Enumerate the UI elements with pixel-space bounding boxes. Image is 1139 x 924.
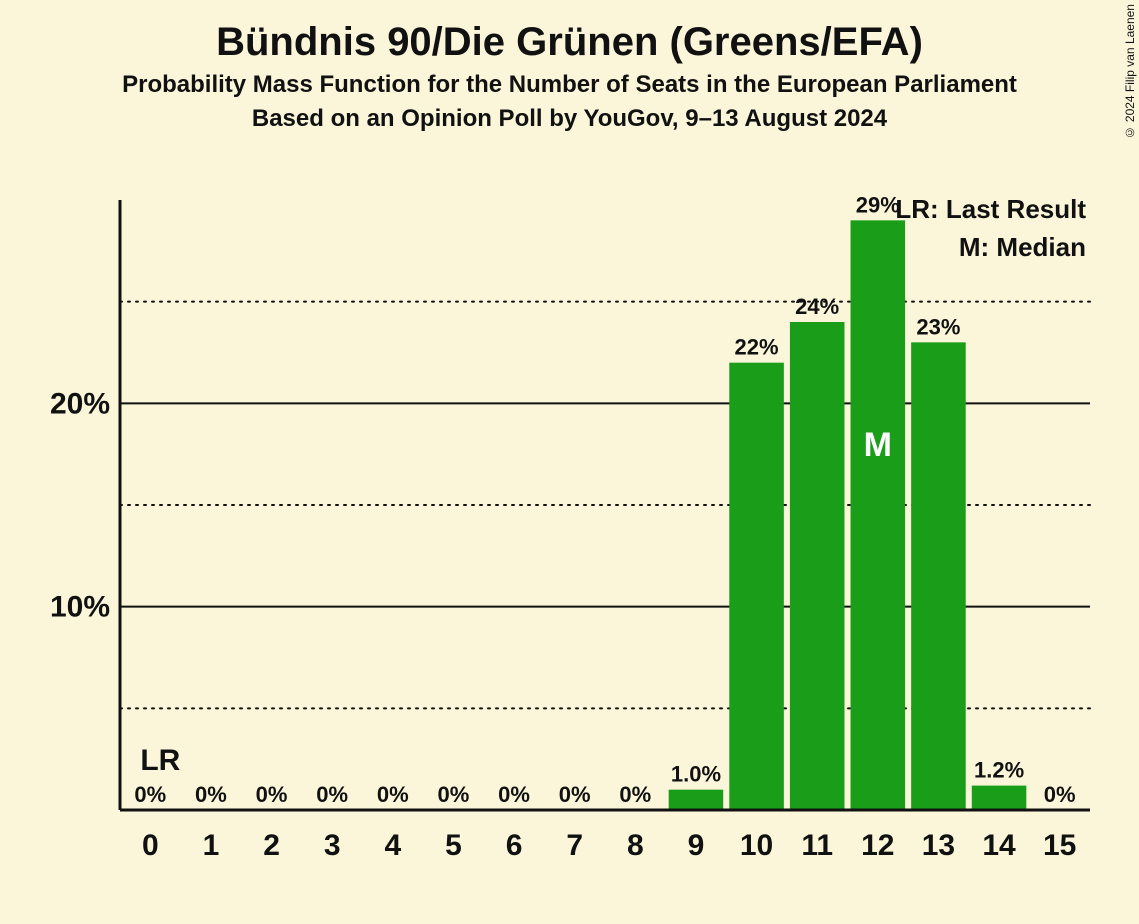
bar <box>790 322 845 810</box>
chart-svg: 0%00%10%20%30%40%50%60%70%81.0%922%1024%… <box>40 190 1100 890</box>
x-axis-label: 6 <box>506 829 523 862</box>
x-axis-label: 1 <box>203 829 220 862</box>
bar <box>851 220 906 810</box>
bar-value-label: 0% <box>316 782 348 807</box>
bar <box>972 786 1027 810</box>
bar-value-label: 29% <box>856 192 900 217</box>
bar-value-label: 0% <box>438 782 470 807</box>
x-axis-label: 7 <box>566 829 583 862</box>
bar <box>729 363 784 810</box>
bar <box>669 790 724 810</box>
legend-median: M: Median <box>959 232 1086 262</box>
bar-value-label: 1.0% <box>671 762 721 787</box>
x-axis-label: 2 <box>263 829 280 862</box>
x-axis-label: 8 <box>627 829 644 862</box>
x-axis-label: 10 <box>740 829 773 862</box>
bar-value-label: 0% <box>619 782 651 807</box>
x-axis-label: 12 <box>861 829 894 862</box>
bar-value-label: 0% <box>559 782 591 807</box>
y-axis-label: 10% <box>50 591 110 624</box>
bar-value-label: 0% <box>134 782 166 807</box>
median-marker: M <box>864 426 892 464</box>
x-axis-label: 15 <box>1043 829 1076 862</box>
x-axis-label: 14 <box>982 829 1016 862</box>
bar-value-label: 23% <box>916 314 960 339</box>
x-axis-label: 4 <box>384 829 401 862</box>
x-axis-label: 3 <box>324 829 341 862</box>
bar-value-label: 0% <box>377 782 409 807</box>
y-axis-label: 20% <box>50 387 110 420</box>
bar-value-label: 24% <box>795 294 839 319</box>
bar-value-label: 1.2% <box>974 758 1024 783</box>
copyright-text: © 2024 Filip van Laenen <box>1123 4 1137 139</box>
bar <box>911 342 966 810</box>
chart-title: Bündnis 90/Die Grünen (Greens/EFA) <box>0 20 1139 65</box>
bar-value-label: 0% <box>498 782 530 807</box>
chart-area: 0%00%10%20%30%40%50%60%70%81.0%922%1024%… <box>40 190 1100 890</box>
bar-value-label: 0% <box>195 782 227 807</box>
chart-subtitle-2: Based on an Opinion Poll by YouGov, 9–13… <box>0 105 1139 133</box>
x-axis-label: 0 <box>142 829 159 862</box>
x-axis-label: 5 <box>445 829 462 862</box>
chart-subtitle-1: Probability Mass Function for the Number… <box>0 71 1139 99</box>
bar-value-label: 22% <box>735 335 779 360</box>
bar-value-label: 0% <box>1044 782 1076 807</box>
legend-lr: LR: Last Result <box>895 194 1086 224</box>
title-block: Bündnis 90/Die Grünen (Greens/EFA) Proba… <box>0 0 1139 133</box>
lr-marker: LR <box>140 744 180 777</box>
x-axis-label: 11 <box>801 829 833 862</box>
x-axis-label: 9 <box>688 829 705 862</box>
bar-value-label: 0% <box>256 782 288 807</box>
x-axis-label: 13 <box>922 829 955 862</box>
